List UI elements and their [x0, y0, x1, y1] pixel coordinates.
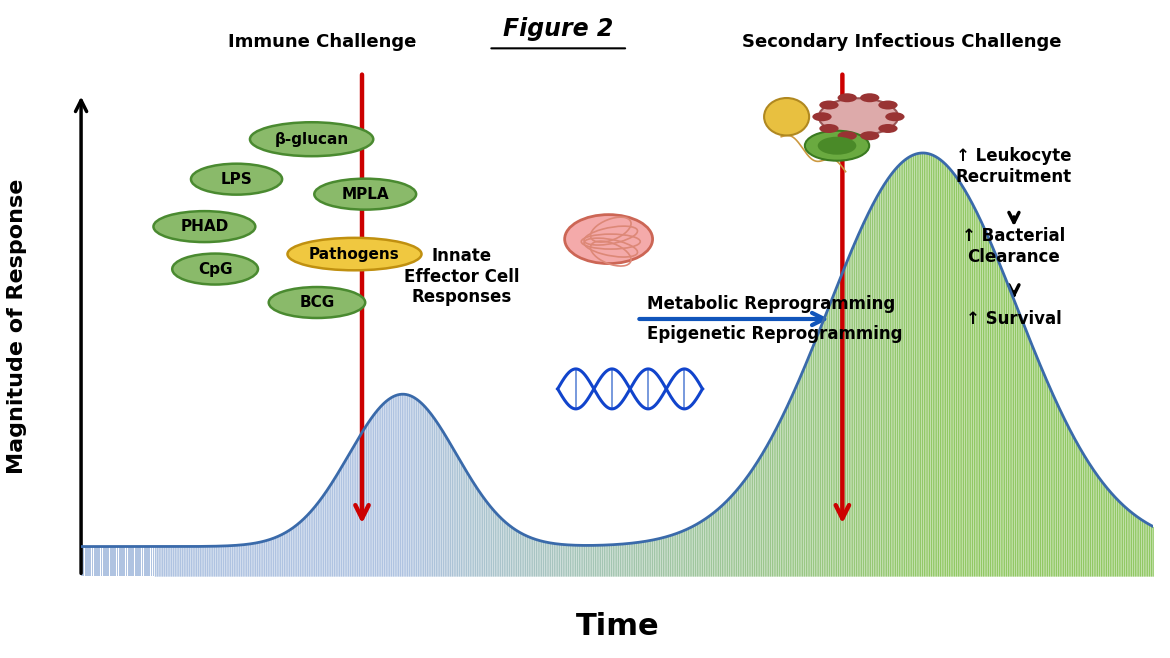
Text: ↑ Leukocyte
Recruitment: ↑ Leukocyte Recruitment	[956, 147, 1072, 186]
Ellipse shape	[250, 122, 373, 156]
Text: Figure 2: Figure 2	[503, 17, 613, 41]
Ellipse shape	[269, 287, 365, 318]
Text: PHAD: PHAD	[180, 219, 228, 234]
Text: Time: Time	[576, 611, 659, 641]
Text: Metabolic Reprogramming: Metabolic Reprogramming	[647, 295, 895, 313]
Text: ↑ Bacterial
Clearance: ↑ Bacterial Clearance	[962, 227, 1066, 266]
Text: Innate
Effector Cell
Responses: Innate Effector Cell Responses	[404, 247, 519, 307]
Text: ↑ Survival: ↑ Survival	[966, 310, 1062, 328]
Text: LPS: LPS	[221, 172, 253, 187]
Circle shape	[818, 137, 856, 155]
Ellipse shape	[764, 98, 810, 136]
Circle shape	[805, 131, 869, 161]
Text: Magnitude of Response: Magnitude of Response	[7, 179, 27, 474]
Text: Immune Challenge: Immune Challenge	[228, 33, 417, 51]
Circle shape	[819, 124, 839, 133]
Ellipse shape	[288, 238, 421, 270]
Ellipse shape	[153, 211, 255, 242]
Text: Pathogens: Pathogens	[309, 247, 400, 262]
Circle shape	[860, 93, 880, 102]
Circle shape	[886, 113, 904, 121]
Circle shape	[819, 101, 839, 109]
Text: Epigenetic Reprogramming: Epigenetic Reprogramming	[647, 325, 903, 343]
Circle shape	[812, 113, 832, 121]
Circle shape	[838, 131, 856, 140]
Ellipse shape	[172, 253, 259, 284]
Circle shape	[860, 131, 880, 140]
Ellipse shape	[315, 179, 417, 210]
Text: Secondary Infectious Challenge: Secondary Infectious Challenge	[742, 33, 1061, 51]
Text: β-glucan: β-glucan	[275, 132, 349, 147]
Ellipse shape	[191, 164, 282, 195]
Text: BCG: BCG	[300, 295, 335, 310]
Text: CpG: CpG	[198, 262, 233, 276]
Circle shape	[879, 124, 897, 133]
Circle shape	[819, 98, 899, 136]
Text: MPLA: MPLA	[342, 187, 390, 201]
Ellipse shape	[565, 215, 653, 264]
Circle shape	[838, 93, 856, 102]
Circle shape	[879, 101, 897, 109]
